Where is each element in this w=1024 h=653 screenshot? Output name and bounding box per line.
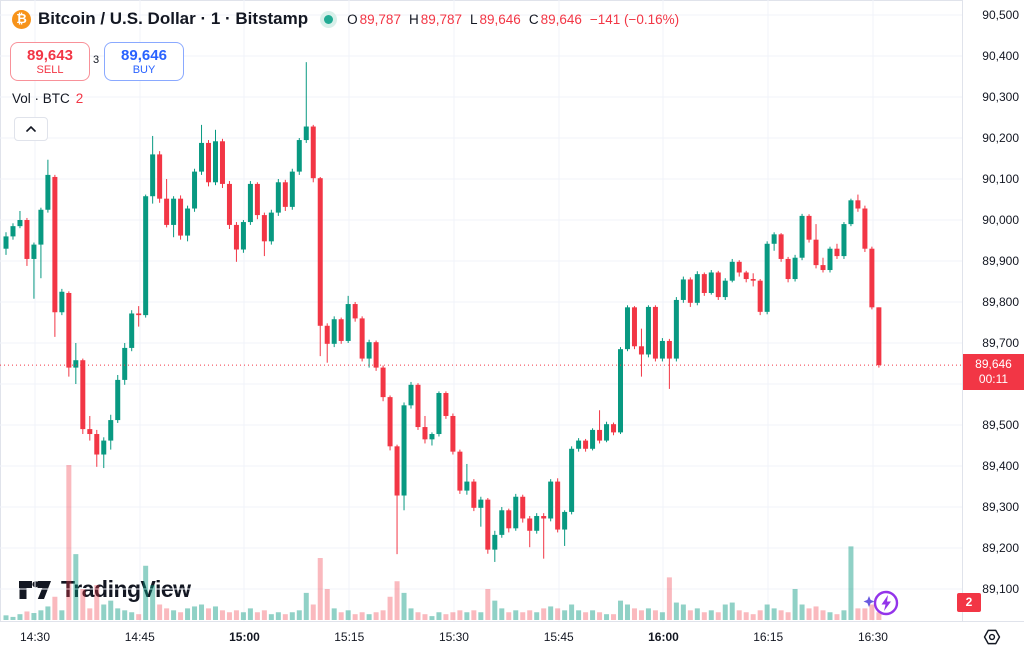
- candlestick-chart[interactable]: [0, 0, 962, 622]
- time-axis-label: 14:30: [19, 630, 51, 644]
- price-axis-label: 89,400: [982, 459, 1019, 473]
- buy-price: 89,646: [121, 46, 167, 64]
- time-axis-label: 16:30: [857, 630, 888, 644]
- time-axis-label: 14:45: [124, 630, 155, 644]
- high-label: H: [408, 11, 419, 27]
- time-axis-label: 16:00: [648, 630, 679, 644]
- collapse-pane-button[interactable]: [14, 117, 48, 141]
- price-axis-label: 90,100: [982, 172, 1019, 186]
- change-value: −141 (−0.16%): [589, 11, 680, 27]
- volume-bars: [3, 465, 882, 620]
- time-axis[interactable]: 14:30 14:45 15:00 15:15 15:30 15:45 16:00 16:15…: [0, 621, 1024, 653]
- buy-button[interactable]: 89,646 BUY: [104, 42, 184, 81]
- axis-settings-button[interactable]: [981, 626, 1003, 648]
- price-axis-label: 89,200: [982, 541, 1019, 555]
- boost-button[interactable]: [862, 586, 902, 620]
- sell-label: SELL: [36, 63, 64, 76]
- time-axis-label: 16:15: [753, 630, 784, 644]
- close-label: C: [528, 11, 539, 27]
- volume-legend-label: Vol · BTC: [12, 91, 70, 106]
- price-axis-label: 90,300: [982, 90, 1019, 104]
- sell-price: 89,643: [27, 46, 73, 64]
- low-label: L: [470, 11, 478, 27]
- lightning-icon: [863, 590, 899, 616]
- bar-countdown: 00:11: [978, 372, 1009, 387]
- open-value: 89,787: [359, 11, 401, 27]
- chevron-up-icon: [26, 126, 36, 132]
- high-value: 89,787: [420, 11, 462, 27]
- low-value: 89,646: [479, 11, 521, 27]
- price-axis-label: 89,700: [982, 336, 1019, 350]
- close-value: 89,646: [540, 11, 582, 27]
- hexagon-settings-icon: [983, 629, 1001, 645]
- candlesticks: [3, 62, 882, 562]
- volume-legend: Vol · BTC 2: [12, 91, 83, 106]
- symbol-title[interactable]: Bitcoin / U.S. Dollar · 1 · Bitstamp: [38, 9, 309, 28]
- price-axis-label: 90,200: [982, 131, 1019, 145]
- last-price-axis-label: 89,646 00:11: [963, 354, 1024, 391]
- price-axis-label: 89,800: [982, 295, 1019, 309]
- time-axis-label: 15:45: [543, 630, 574, 644]
- chart-legend: ₿ Bitcoin / U.S. Dollar · 1 · Bitstamp O…: [12, 9, 679, 29]
- price-axis-label: 89,100: [982, 582, 1019, 596]
- volume-legend-value: 2: [75, 91, 84, 106]
- price-axis-label: 90,400: [982, 49, 1019, 63]
- price-axis[interactable]: 89,646 00:11 90,500 90,400 90,300 90,200 90,…: [962, 0, 1024, 621]
- ohlc-values: O 89,787 H 89,787 L 89,646 C 89,646 −141 (−0…: [347, 12, 679, 27]
- time-axis-label: 15:00: [229, 630, 260, 644]
- volume-axis-badge: 2: [957, 593, 981, 612]
- sell-button[interactable]: 89,643 SELL: [10, 42, 90, 81]
- open-label: O: [347, 11, 358, 27]
- price-axis-label: 89,500: [982, 418, 1019, 432]
- price-axis-label: 89,900: [982, 254, 1019, 268]
- buy-label: BUY: [132, 63, 156, 76]
- price-axis-label: 90,500: [982, 8, 1019, 22]
- price-axis-label: 90,000: [982, 213, 1019, 227]
- time-axis-label: 15:30: [438, 630, 469, 644]
- spread-value: 3: [92, 54, 100, 66]
- bitcoin-icon: ₿: [12, 9, 31, 29]
- market-status-icon[interactable]: [324, 14, 334, 24]
- time-axis-label: 15:15: [334, 630, 365, 644]
- price-axis-label: 89,300: [982, 500, 1019, 514]
- last-price-value: 89,646: [975, 357, 1012, 372]
